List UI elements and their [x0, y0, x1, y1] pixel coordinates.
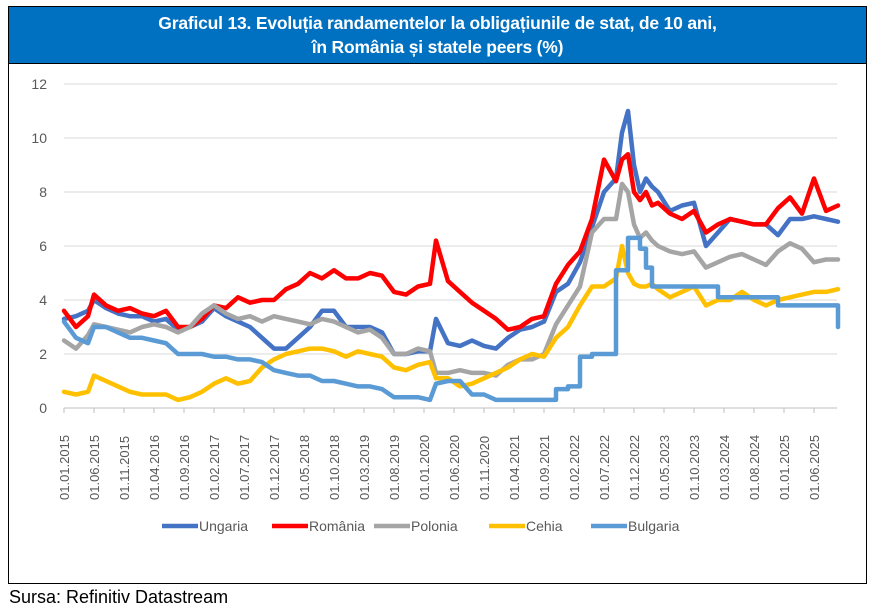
y-tick-label: 0: [39, 400, 47, 416]
legend-label: Bulgaria: [628, 518, 680, 534]
y-tick-label: 8: [39, 184, 47, 200]
x-tick-label: 01.05.2023: [657, 435, 672, 500]
x-tick-label: 01.02.2017: [207, 435, 222, 500]
x-tick-label: 01.08.2024: [747, 435, 762, 500]
legend-label: România: [309, 518, 365, 534]
x-tick-label: 01.03.2024: [717, 435, 732, 500]
x-tick-label: 01.04.2021: [507, 435, 522, 500]
x-tick-label: 01.10.2018: [327, 435, 342, 500]
y-axis: 0 2 4 6 8 10 12: [31, 76, 47, 416]
x-tick-label: 01.12.2017: [267, 435, 282, 500]
x-tick-label: 01.07.2017: [237, 435, 252, 500]
x-tick-label: 01.09.2021: [537, 435, 552, 500]
chart-title-line-2: în România și statele peers (%): [311, 37, 564, 57]
x-tick-label: 01.04.2016: [147, 435, 162, 500]
chart-frame: Graficul 13. Evoluția randamentelor la o…: [8, 6, 867, 584]
x-tick-label: 01.02.2022: [567, 435, 582, 500]
gridlines: [64, 83, 837, 409]
y-tick-label: 6: [39, 238, 47, 254]
x-tick-label: 01.01.2025: [777, 435, 792, 500]
series-line-bulgaria: [61, 235, 841, 403]
chart-title-line-1: Graficul 13. Evoluția randamentelor la o…: [158, 13, 717, 33]
x-tick-label: 01.08.2019: [387, 435, 402, 500]
x-tick-label: 01.11.2015: [117, 436, 132, 500]
series-line-romnia: [61, 151, 841, 332]
x-tick-label: 01.07.2022: [597, 435, 612, 500]
x-tick-label: 01.06.2015: [87, 435, 102, 500]
source-note: Sursa: Refinitiv Datastream: [9, 587, 229, 607]
x-tick-label: 01.05.2018: [297, 435, 312, 500]
x-tick-label: 01.09.2016: [177, 435, 192, 500]
x-tick-label: 01.10.2023: [687, 435, 702, 500]
x-tick-label: 01.03.2019: [357, 435, 372, 500]
x-axis: 01.01.2015 01.06.2015 01.11.2015 01.04.2016…: [57, 408, 822, 500]
x-tick-label: 01.01.2020: [417, 435, 432, 500]
y-tick-label: 10: [31, 130, 47, 146]
legend-label: Cehia: [526, 518, 563, 534]
series-line-ungaria: [61, 108, 841, 357]
x-tick-label: 01.06.2025: [807, 435, 822, 500]
x-tick-label: 01.12.2022: [627, 435, 642, 500]
legend-label: Polonia: [411, 518, 458, 534]
legend: Ungaria România Polonia Cehia Bulgaria: [162, 518, 680, 534]
series-lines: [61, 108, 841, 403]
x-tick-label: 01.11.2020: [477, 436, 492, 500]
y-tick-label: 4: [39, 292, 47, 308]
chart-title: Graficul 13. Evoluția randamentelor la o…: [9, 7, 866, 64]
legend-label: Ungaria: [199, 518, 248, 534]
series-line-polonia: [61, 181, 841, 378]
y-tick-label: 12: [31, 76, 47, 92]
y-tick-label: 2: [39, 346, 47, 362]
series-line-cehia: [61, 243, 841, 403]
x-tick-label: 01.01.2015: [57, 435, 72, 500]
x-tick-label: 01.06.2020: [447, 435, 462, 500]
